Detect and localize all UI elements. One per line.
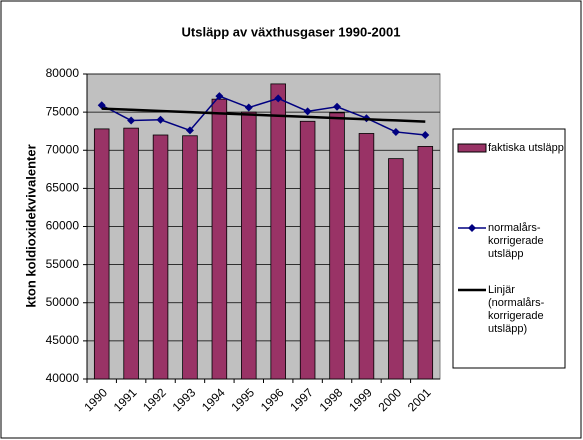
bar xyxy=(182,135,198,380)
bar xyxy=(241,111,257,380)
marker xyxy=(274,94,283,103)
y-tick-label: 50000 xyxy=(46,295,80,309)
marker xyxy=(215,92,224,101)
y-tick-label: 65000 xyxy=(46,181,80,195)
marker xyxy=(156,115,165,124)
marker xyxy=(421,131,430,139)
y-tick-label: 55000 xyxy=(46,257,80,271)
bar xyxy=(388,158,404,380)
y-tick-label: 40000 xyxy=(46,371,80,385)
marker xyxy=(97,101,106,110)
bar xyxy=(270,83,286,380)
legend-label: Linjär (normalårs-korrigerade utsläpp) xyxy=(488,284,545,335)
y-axis-label: kton koldioxidekvivalenter xyxy=(23,144,38,307)
bar xyxy=(329,112,345,380)
y-tick-label: 80000 xyxy=(46,66,80,80)
bar xyxy=(93,128,110,380)
bar xyxy=(358,133,375,380)
legend-label: faktiska utsläpp xyxy=(488,142,564,154)
legend-swatch xyxy=(457,143,487,153)
marker xyxy=(185,126,194,135)
bar xyxy=(417,146,434,380)
marker xyxy=(127,116,136,125)
legend-box xyxy=(452,128,566,369)
legend-marker xyxy=(468,224,476,232)
line xyxy=(101,107,426,123)
bar xyxy=(123,127,139,380)
legend-label: normalårs-korrigerade utsläpp xyxy=(488,222,544,260)
marker xyxy=(391,127,400,136)
bar xyxy=(211,98,228,380)
y-tick-label: 75000 xyxy=(46,104,80,118)
chart-title: Utsläpp av växthusgaser 1990-2001 xyxy=(182,24,401,39)
bar xyxy=(152,134,169,380)
marker xyxy=(244,103,253,112)
y-tick-label: 70000 xyxy=(46,142,80,156)
y-tick-label: 45000 xyxy=(46,333,80,347)
y-tick-label: 60000 xyxy=(46,219,80,233)
marker xyxy=(333,102,342,111)
bar xyxy=(299,120,316,380)
marker xyxy=(303,107,312,116)
